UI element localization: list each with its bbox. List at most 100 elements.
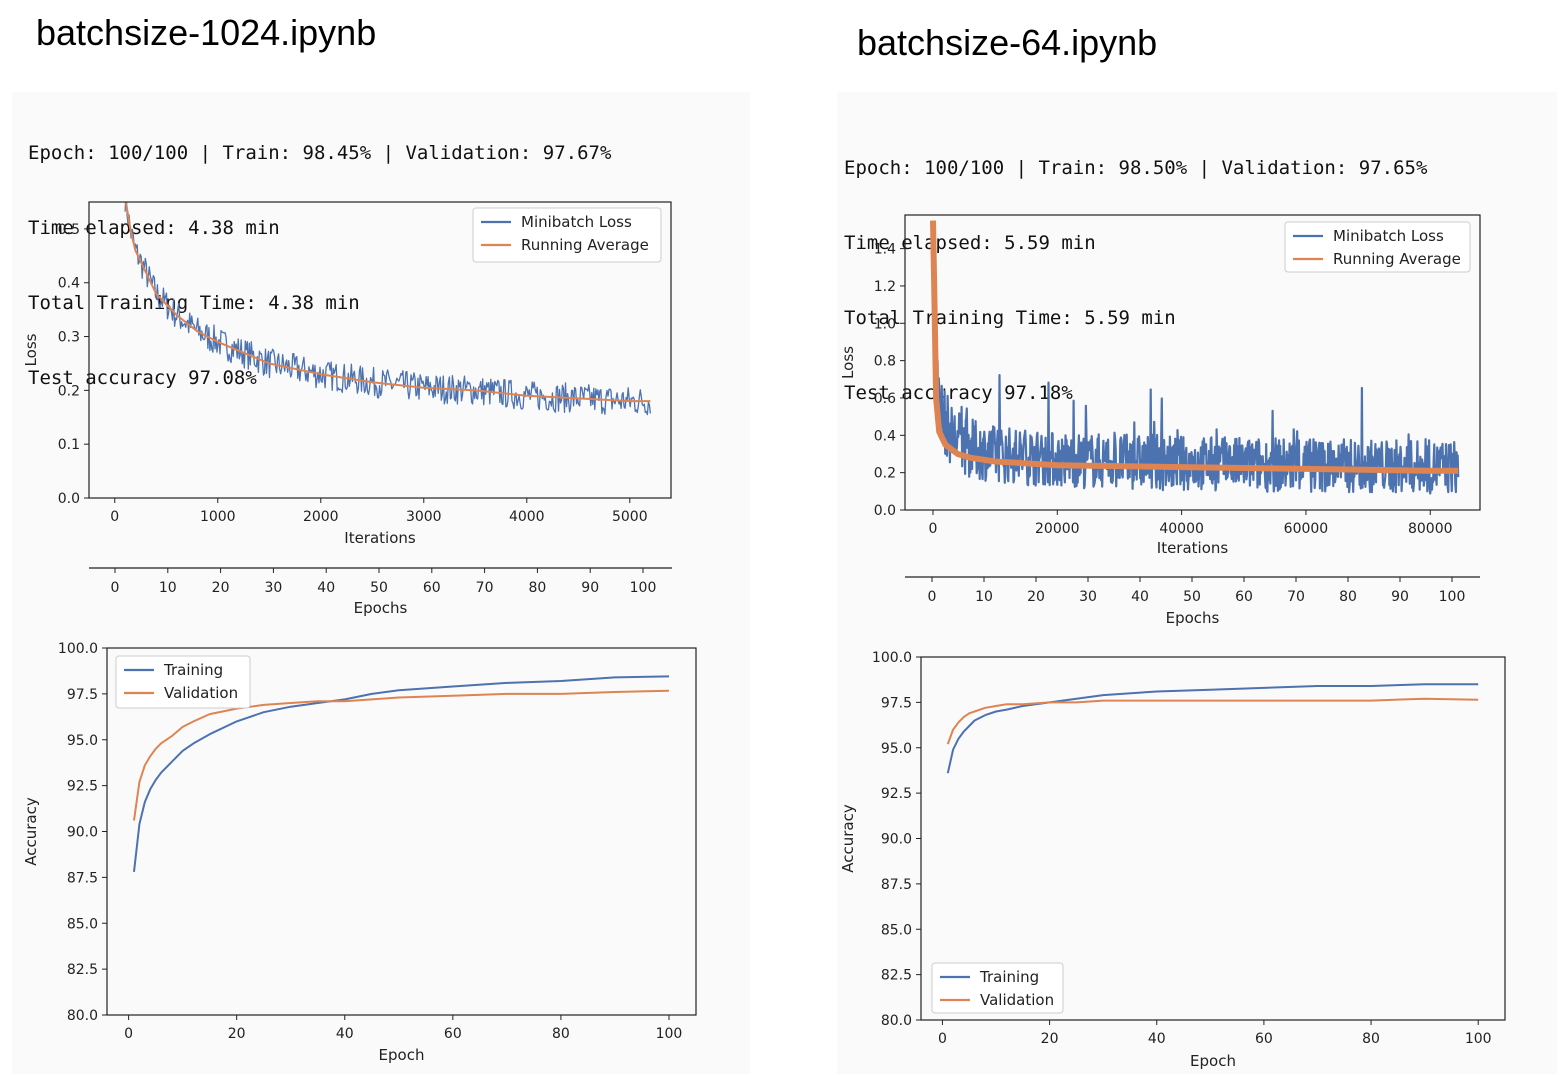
x-tick-label: 3000: [406, 509, 442, 525]
stdout-line: Total Training Time: 4.38 min: [28, 292, 360, 314]
plot-frame: [904, 214, 1481, 511]
epochs-tick-label: 20: [212, 580, 230, 596]
y-tick-label: 90.0: [881, 832, 912, 848]
y-axis-label: Loss: [22, 333, 40, 366]
x-tick-label: 0: [929, 521, 938, 537]
y-tick-label: 80.0: [67, 1008, 98, 1024]
y-tick-label: 92.5: [881, 786, 912, 802]
epochs-tick-label: 90: [581, 580, 599, 596]
legend-label: Minibatch Loss: [521, 213, 632, 231]
notebook-title: batchsize-1024.ipynb: [36, 12, 377, 53]
y-tick-label: 0.2: [874, 466, 896, 482]
legend-box: [472, 207, 662, 263]
stdout-line: Time elapsed: 4.38 min: [28, 217, 280, 239]
legend-box: [1284, 221, 1471, 273]
x-axis-label: Iterations: [1157, 539, 1229, 557]
series-line: [133, 675, 670, 873]
epochs-tick-label: 60: [423, 580, 441, 596]
epochs-axis-label: Epochs: [354, 599, 408, 617]
epochs-tick-label: 40: [1131, 589, 1149, 605]
y-tick-label: 1.2: [874, 279, 896, 295]
accuracy-chart: 0 20 40 60 80 100 80.0 82.5 85.0 87.5 90.0 92.5 95.0…: [22, 641, 697, 1064]
notebook-panel-batchsize-1024: batchsize-1024.ipynb Epoch: 100/100 | Tr…: [0, 0, 780, 1075]
epochs-tick-label: 50: [1183, 589, 1201, 605]
y-axis-label: Accuracy: [22, 797, 40, 866]
stdout-block: Epoch: 100/100 | Train: 98.45% | Validat…: [28, 91, 611, 441]
epochs-tick-label: 40: [317, 580, 335, 596]
y-tick-label: 100.0: [872, 650, 912, 666]
epochs-tick-label: 30: [1079, 589, 1097, 605]
y-axis-label: Accuracy: [839, 804, 857, 873]
stdout-line: Epoch: 100/100 | Train: 98.50% | Validat…: [844, 157, 1428, 179]
x-tick-label: 20: [1041, 1031, 1059, 1047]
plot-area: [946, 683, 1479, 774]
y-tick-label: 1.0: [874, 316, 896, 332]
epochs-tick-label: 70: [476, 580, 494, 596]
legend-label: Running Average: [521, 236, 649, 254]
x-tick-label: 40: [336, 1026, 354, 1042]
notebook-panel-batchsize-64: batchsize-64.ipynb Epoch: 100/100 | Trai…: [780, 0, 1561, 1075]
x-axis-label: Epoch: [1190, 1052, 1236, 1070]
y-tick-label: 0.0: [58, 491, 80, 507]
epochs-tick-label: 20: [1027, 589, 1045, 605]
epochs-tick-label: 50: [370, 580, 388, 596]
plot-area: [124, 202, 652, 416]
y-tick-label: 82.5: [881, 968, 912, 984]
x-tick-label: 80000: [1408, 521, 1453, 537]
y-tick-label: 0.5: [58, 222, 80, 238]
x-tick-label: 4000: [509, 509, 545, 525]
y-tick-label: 87.5: [67, 870, 98, 886]
x-tick-label: 0: [124, 1026, 133, 1042]
y-tick-label: 100.0: [58, 641, 98, 657]
y-tick-label: 1.4: [874, 242, 896, 258]
legend-label: Training: [163, 661, 223, 679]
epochs-tick-label: 100: [1439, 589, 1466, 605]
x-tick-label: 80: [552, 1026, 570, 1042]
y-tick-label: 87.5: [881, 877, 912, 893]
epochs-tick-label: 30: [264, 580, 282, 596]
y-tick-label: 0.3: [58, 330, 80, 346]
y-tick-label: 95.0: [881, 741, 912, 757]
x-tick-label: 2000: [303, 509, 339, 525]
x-axis-label: Iterations: [344, 529, 416, 547]
x-tick-label: 40: [1148, 1031, 1166, 1047]
epochs-tick-label: 70: [1287, 589, 1305, 605]
series-line: [946, 683, 1479, 774]
x-tick-label: 80: [1362, 1031, 1380, 1047]
y-tick-label: 80.0: [881, 1013, 912, 1029]
y-tick-label: 0.6: [874, 391, 896, 407]
accuracy-chart: 0 20 40 60 80 100 80.0 82.5 85.0 87.5 90.0 92.5 95.0…: [839, 650, 1506, 1070]
stdout-line: Test accuracy 97.18%: [844, 382, 1073, 404]
y-tick-label: 85.0: [67, 916, 98, 932]
legend-label: Running Average: [1333, 250, 1461, 268]
x-tick-label: 1000: [200, 509, 236, 525]
epochs-tick-label: 60: [1235, 589, 1253, 605]
x-tick-label: 60: [1255, 1031, 1273, 1047]
legend-label: Validation: [980, 991, 1054, 1009]
x-tick-label: 60: [444, 1026, 462, 1042]
series-line: [124, 202, 652, 416]
y-tick-label: 90.0: [67, 825, 98, 841]
y-tick-label: 95.0: [67, 733, 98, 749]
plot-frame: [88, 201, 672, 499]
epochs-axis-label: Epochs: [1166, 609, 1220, 627]
epochs-tick-label: 80: [528, 580, 546, 596]
epochs-tick-label: 10: [159, 580, 177, 596]
stdout-line: Test accuracy 97.08%: [28, 367, 257, 389]
x-tick-label: 20000: [1035, 521, 1080, 537]
legend-label: Minibatch Loss: [1333, 227, 1444, 245]
y-tick-label: 0.0: [874, 503, 896, 519]
series-line: [133, 689, 670, 821]
y-tick-label: 0.4: [874, 428, 896, 444]
series-line: [946, 697, 1479, 745]
y-tick-label: 97.5: [67, 687, 98, 703]
x-tick-label: 0: [938, 1031, 947, 1047]
x-tick-label: 100: [1465, 1031, 1492, 1047]
series-line: [124, 202, 651, 403]
epochs-tick-label: 0: [111, 580, 120, 596]
x-tick-label: 40000: [1159, 521, 1204, 537]
notebook-title: batchsize-64.ipynb: [857, 22, 1158, 63]
y-tick-label: 85.0: [881, 922, 912, 938]
y-tick-label: 0.8: [874, 354, 896, 370]
epochs-tick-label: 90: [1391, 589, 1409, 605]
